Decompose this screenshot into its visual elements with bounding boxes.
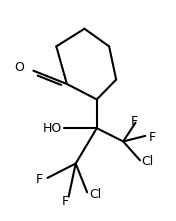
Text: F: F <box>62 195 69 208</box>
Text: F: F <box>131 115 138 128</box>
Text: F: F <box>36 173 43 185</box>
Text: F: F <box>149 131 156 143</box>
Text: Cl: Cl <box>89 188 101 201</box>
Text: Cl: Cl <box>142 155 154 168</box>
Text: HO: HO <box>43 122 62 135</box>
Text: O: O <box>14 61 24 74</box>
